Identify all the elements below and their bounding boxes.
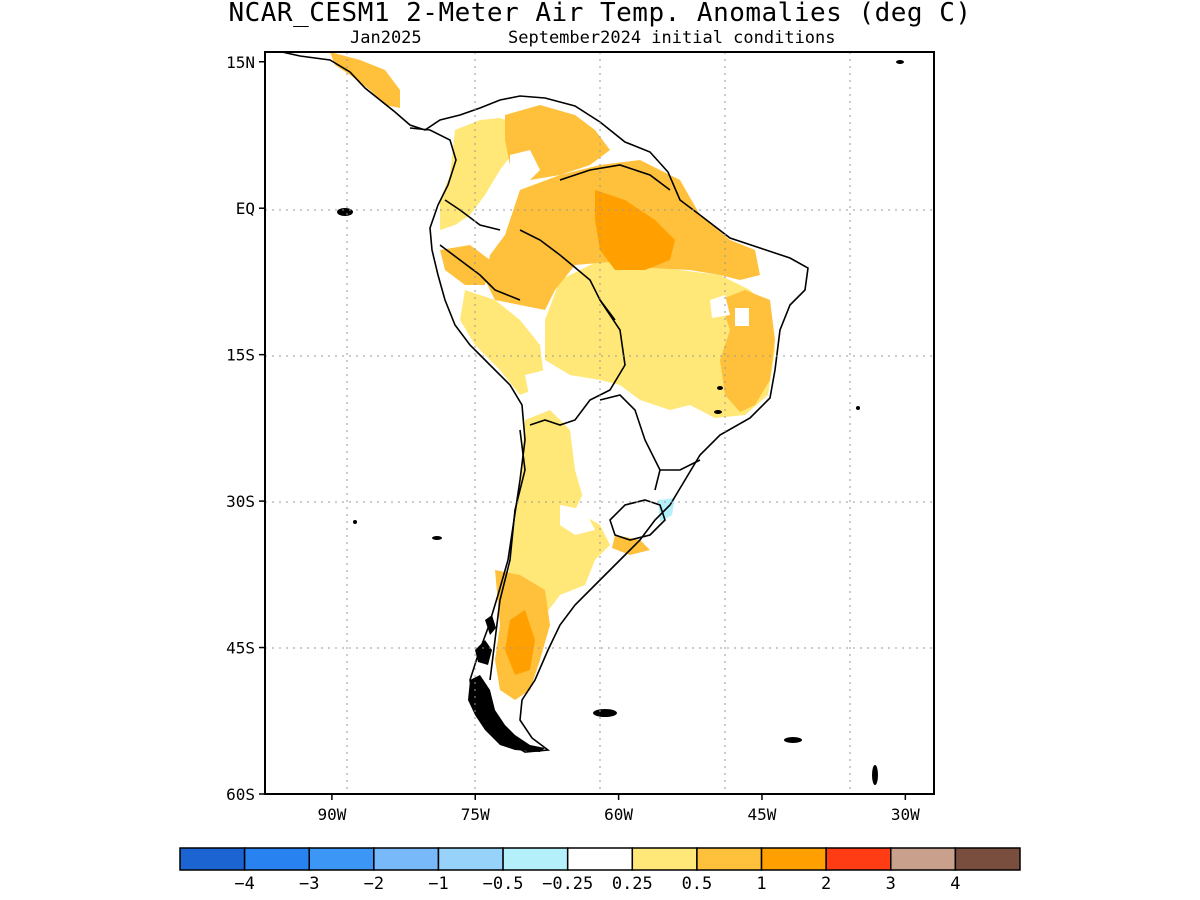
colorbar-swatch xyxy=(308,847,375,871)
map-area xyxy=(281,52,904,785)
chart-title: NCAR_CESM1 2-Meter Air Temp. Anomalies (… xyxy=(228,0,972,28)
near-zero-patch xyxy=(575,395,665,530)
lat-tick-label: EQ xyxy=(236,199,255,218)
anomaly-1-2 xyxy=(505,610,535,675)
lat-tick-label: 45S xyxy=(226,639,255,658)
colorbar-label: 0.5 xyxy=(682,874,713,894)
lat-tick-label: 30S xyxy=(226,492,255,511)
initial-conditions: September2024 initial conditions xyxy=(508,28,836,48)
lat-tick-label: 15N xyxy=(226,53,255,72)
map-frame xyxy=(264,51,935,795)
near-zero-patch xyxy=(735,308,749,326)
colorbar-label: −0.5 xyxy=(483,874,524,894)
lat-tick-label: 15S xyxy=(226,346,255,365)
colorbar-label: −1 xyxy=(428,874,448,894)
lon-tick-label: 45W xyxy=(748,805,777,824)
colorbar-label: 2 xyxy=(821,874,831,894)
gridlines xyxy=(265,52,934,794)
lat-tick-label: 60S xyxy=(226,785,255,804)
lon-tick-label: 30W xyxy=(891,805,920,824)
colorbar-label: 3 xyxy=(886,874,896,894)
colorbar-swatch xyxy=(890,847,957,871)
islands xyxy=(337,60,904,785)
colorbar-swatch xyxy=(954,847,1021,871)
anomaly-0.5-1 xyxy=(612,535,650,555)
colorbar-label: 4 xyxy=(950,874,960,894)
lon-tick-label: 75W xyxy=(461,805,490,824)
colorbar: −4 −3 −2 −1 −0.5 −0.25 0.25 0.5 1 2 3 4 xyxy=(179,847,1021,894)
anomaly-0.25-0.5 xyxy=(440,118,520,230)
colorbar-label: −3 xyxy=(299,874,319,894)
colorbar-swatch xyxy=(631,847,698,871)
near-zero-patch xyxy=(560,505,595,535)
colorbar-swatch xyxy=(373,847,440,871)
near-zero-patch xyxy=(510,150,540,185)
colorbar-swatch xyxy=(760,847,827,871)
colorbar-label: −2 xyxy=(364,874,384,894)
latitude-axis: 15N EQ 15S 30S 45S 60S xyxy=(226,53,265,804)
colorbar-label: 1 xyxy=(756,874,766,894)
lon-tick-label: 60W xyxy=(604,805,633,824)
longitude-axis: 90W 75W 60W 45W 30W xyxy=(317,794,920,824)
colorbar-swatch xyxy=(696,847,763,871)
anomaly-0.25-0.5 xyxy=(500,410,610,620)
colorbar-label: 0.25 xyxy=(612,874,653,894)
near-zero-patch xyxy=(525,370,550,400)
anomaly-0.5-1 xyxy=(720,290,775,412)
colorbar-label: −0.25 xyxy=(542,874,593,894)
colorbar-swatch xyxy=(179,847,246,871)
coastlines xyxy=(281,52,809,753)
colorbar-swatch xyxy=(566,847,634,871)
lon-tick-label: 90W xyxy=(317,805,346,824)
anomaly-0.25-0.5 xyxy=(460,290,545,395)
colorbar-swatch xyxy=(437,847,504,871)
colorbar-swatch xyxy=(825,847,892,871)
colorbar-swatch xyxy=(502,847,569,871)
colorbar-label: −4 xyxy=(234,874,254,894)
valid-month: Jan2025 xyxy=(350,28,422,48)
colorbar-swatch xyxy=(243,847,310,871)
